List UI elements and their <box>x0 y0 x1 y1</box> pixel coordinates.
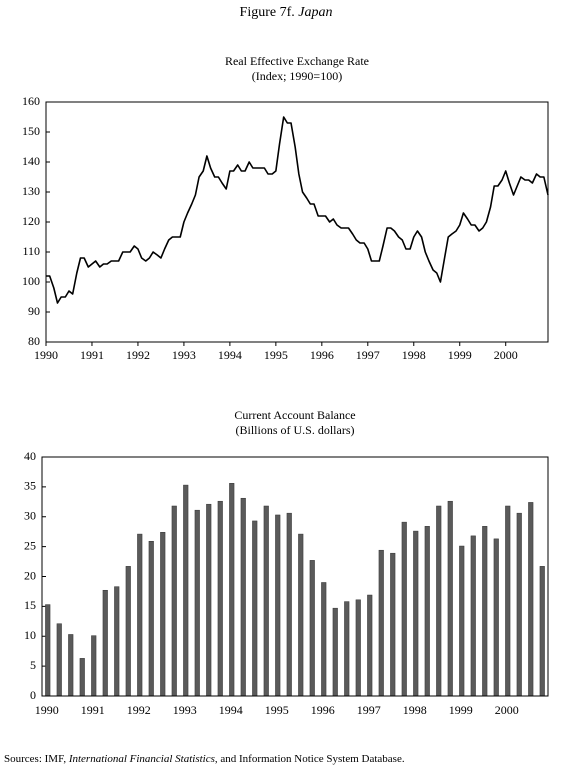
y-tick-label: 25 <box>24 538 36 552</box>
chart-title: Current Account Balance <box>234 408 355 422</box>
bar <box>424 526 430 697</box>
bar <box>206 503 212 697</box>
bar <box>298 533 304 697</box>
bar <box>436 505 442 697</box>
y-tick-label: 15 <box>24 598 36 612</box>
bar <box>355 599 361 697</box>
bar <box>367 594 373 697</box>
y-tick-label: 110 <box>22 244 40 258</box>
bar <box>160 532 166 697</box>
bar <box>148 540 154 697</box>
bar <box>217 500 223 697</box>
y-tick-label: 160 <box>22 94 40 108</box>
bar <box>45 604 51 697</box>
x-tick-label: 1990 <box>35 703 59 717</box>
bar <box>114 586 120 697</box>
y-tick-label: 80 <box>28 334 40 348</box>
bar <box>332 607 338 697</box>
bar <box>56 623 62 697</box>
bar <box>275 514 281 697</box>
x-tick-label: 1991 <box>81 703 105 717</box>
y-tick-label: 30 <box>24 509 36 523</box>
bar <box>344 601 350 697</box>
x-tick-label: 1994 <box>218 348 242 362</box>
y-tick-label: 140 <box>22 154 40 168</box>
y-tick-label: 0 <box>30 688 36 702</box>
chart-title: Real Effective Exchange Rate <box>225 54 369 68</box>
bar <box>68 634 74 697</box>
x-tick-label: 1999 <box>448 348 472 362</box>
bar <box>470 535 476 697</box>
x-tick-label: 1998 <box>403 703 427 717</box>
figure-label: Figure 7f. <box>240 5 295 20</box>
bar <box>378 549 384 697</box>
bar <box>91 635 97 697</box>
source-suffix: , and Information Notice System Database… <box>215 753 405 765</box>
bar <box>137 533 143 697</box>
x-tick-label: 1995 <box>264 348 288 362</box>
bar <box>528 502 534 697</box>
x-tick-label: 1990 <box>34 348 58 362</box>
bar <box>459 545 465 697</box>
bar <box>447 500 453 697</box>
x-tick-label: 1996 <box>310 348 334 362</box>
bar <box>493 538 499 697</box>
y-tick-label: 150 <box>22 124 40 138</box>
bar <box>240 497 246 697</box>
bar <box>505 505 511 697</box>
source-note: Sources: IMF, International Financial St… <box>4 753 405 765</box>
x-tick-label: 1996 <box>311 703 335 717</box>
bar <box>252 520 258 697</box>
bar <box>286 512 292 697</box>
y-tick-label: 120 <box>22 214 40 228</box>
bar <box>309 560 315 697</box>
x-tick-label: 1998 <box>402 348 426 362</box>
x-tick-label: 2000 <box>494 348 518 362</box>
x-tick-label: 1997 <box>356 348 380 362</box>
chart-subtitle: (Billions of U.S. dollars) <box>236 423 355 437</box>
x-tick-label: 1997 <box>357 703 381 717</box>
bar <box>390 552 396 697</box>
bar <box>229 483 235 697</box>
bar <box>102 589 108 697</box>
bar <box>413 530 419 697</box>
y-tick-label: 35 <box>24 479 36 493</box>
y-tick-label: 5 <box>30 658 36 672</box>
source-prefix: Sources: IMF, <box>4 753 66 765</box>
y-tick-label: 100 <box>22 274 40 288</box>
y-tick-label: 90 <box>28 304 40 318</box>
figure-title: Figure 7f. Japan <box>240 5 333 20</box>
bar <box>79 658 85 697</box>
x-tick-label: 1992 <box>127 703 151 717</box>
figure-country: Japan <box>298 5 332 20</box>
x-tick-label: 1993 <box>172 348 196 362</box>
bar <box>321 582 327 697</box>
bar <box>183 484 189 697</box>
x-tick-label: 1994 <box>219 703 243 717</box>
bar <box>194 509 200 697</box>
bar <box>171 505 177 697</box>
y-tick-label: 10 <box>24 628 36 642</box>
bar <box>539 566 545 697</box>
bar <box>263 505 269 697</box>
plot-frame <box>45 101 549 343</box>
source-publication: International Financial Statistics <box>68 753 215 765</box>
x-tick-label: 1999 <box>449 703 473 717</box>
x-tick-label: 1993 <box>173 703 197 717</box>
bar <box>482 526 488 697</box>
x-tick-label: 1995 <box>265 703 289 717</box>
x-tick-label: 2000 <box>495 703 519 717</box>
y-tick-label: 20 <box>24 568 36 582</box>
x-tick-label: 1991 <box>80 348 104 362</box>
plot-frame <box>41 456 549 697</box>
bar <box>401 521 407 697</box>
y-tick-label: 130 <box>22 184 40 198</box>
x-tick-label: 1992 <box>126 348 150 362</box>
y-tick-label: 40 <box>24 449 36 463</box>
bar <box>516 512 522 697</box>
chart-subtitle: (Index; 1990=100) <box>252 69 342 83</box>
bar <box>125 566 131 697</box>
data-line <box>46 116 549 304</box>
